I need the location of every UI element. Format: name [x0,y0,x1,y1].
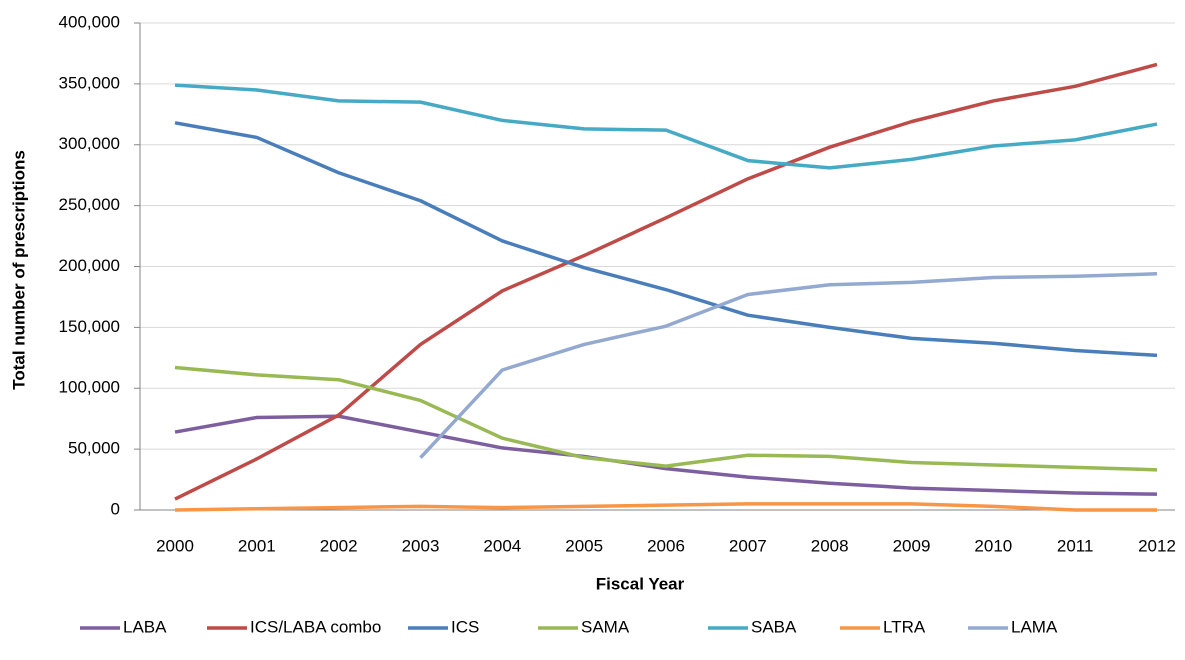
x-tick-label: 2010 [974,536,1012,555]
series-line [419,272,1158,459]
y-axis-title: Total number of prescriptions [9,150,28,390]
x-axis-title: Fiscal Year [596,574,685,593]
y-tick-label: 250,000 [59,195,120,214]
x-tick-label: 2005 [565,536,603,555]
legend-label: LABA [123,617,167,636]
y-tick-label: 50,000 [68,439,120,458]
y-tick-label: 350,000 [59,73,120,92]
legend-label: SABA [751,617,797,636]
x-tick-label: 2003 [402,536,440,555]
x-tick-label: 2011 [1057,536,1094,555]
x-tick-label: 2007 [729,536,767,555]
x-tick-label: 2012 [1138,536,1176,555]
y-tick-label: 150,000 [59,317,120,336]
series-line [174,83,1158,170]
x-tick-label: 2001 [238,536,276,555]
series-line [174,365,1158,472]
series-line [174,121,1158,358]
series-line [174,502,1157,512]
x-tick-label: 2002 [320,536,358,555]
y-tick-label: 300,000 [59,134,120,153]
y-tick-label: 100,000 [59,378,120,397]
x-tick-label: 2006 [647,536,685,555]
legend-label: LAMA [1011,617,1058,636]
legend-label: ICS [451,617,479,636]
x-tick-label: 2008 [811,536,849,555]
legend-label: LTRA [883,617,926,636]
y-tick-label: 200,000 [59,256,120,275]
legend-label: ICS/LABA combo [250,617,381,636]
series-line [174,414,1158,496]
x-tick-label: 2009 [893,536,931,555]
series-line [174,62,1158,501]
x-tick-label: 2004 [483,536,521,555]
y-tick-label: 0 [111,499,120,518]
y-tick-label: 400,000 [59,12,120,31]
x-tick-label: 2000 [156,536,194,555]
legend-label: SAMA [581,617,630,636]
